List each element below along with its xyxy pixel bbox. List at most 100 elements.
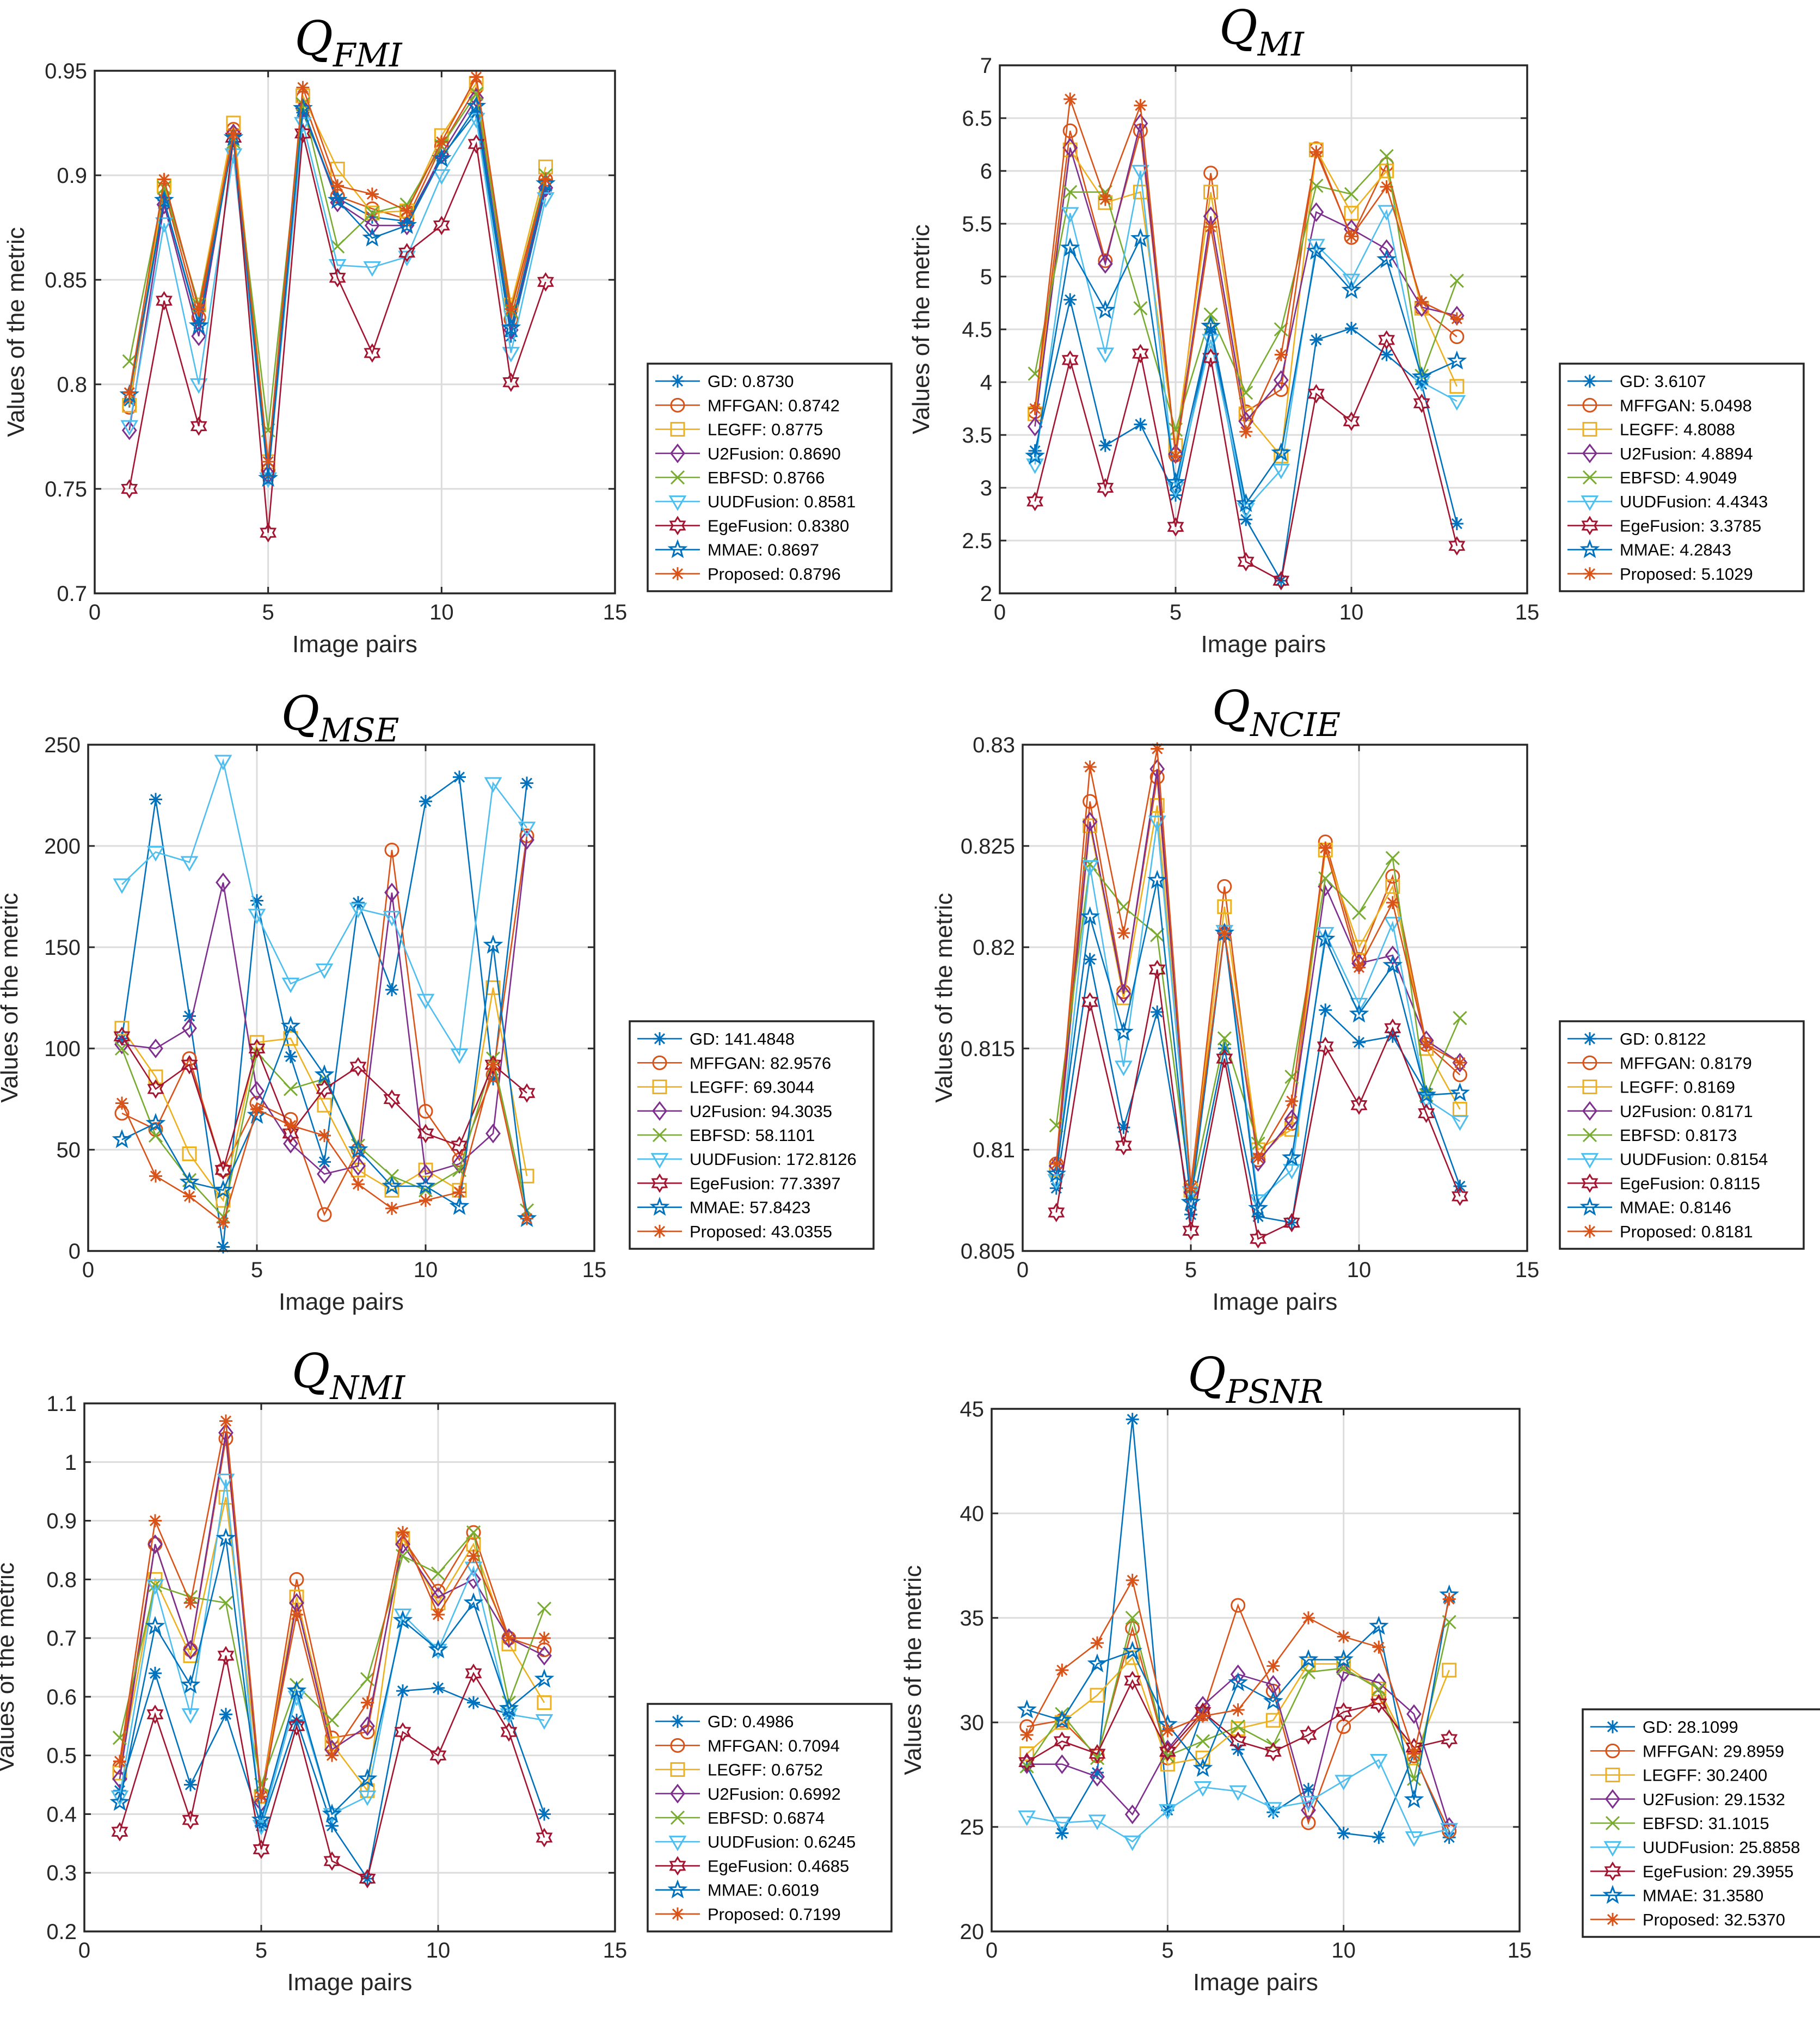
- y-tick-label: 0.7: [46, 1627, 77, 1651]
- x-tick-label: 0: [1017, 1258, 1029, 1282]
- data-point-gd: [149, 793, 162, 806]
- data-point-mffgan: [418, 1103, 433, 1119]
- data-point-u2fusion: [1301, 1800, 1316, 1820]
- data-point-gd: [1251, 1210, 1265, 1223]
- data-point-gd: [184, 1778, 197, 1792]
- chart-title-base: Q: [1219, 1, 1258, 55]
- data-point-mffgan: [1125, 1621, 1140, 1636]
- data-point-proposed: [502, 1631, 515, 1645]
- legend: GD: 0.8730 MFFGAN: 0.8742 LEGFF: 0.8775 U2F…: [647, 363, 893, 592]
- legend-marker: [668, 1836, 687, 1851]
- x-tick-label: 5: [1185, 1258, 1197, 1282]
- data-point-u2fusion: [1054, 1754, 1070, 1774]
- data-point-egefusion: [1202, 348, 1220, 368]
- y-tick-label: 3.5: [962, 424, 992, 447]
- data-point-proposed: [113, 1755, 126, 1768]
- legend-marker: [652, 1127, 667, 1143]
- legend-marker: [1603, 1841, 1622, 1857]
- data-point-uudfusion: [393, 1608, 412, 1624]
- data-point-proposed: [1028, 402, 1042, 415]
- legend-marker: [667, 539, 688, 559]
- data-point-legff: [1284, 1122, 1299, 1137]
- y-tick-label: 0.805: [961, 1240, 1015, 1263]
- data-point-proposed: [1020, 1728, 1034, 1742]
- data-point-proposed: [400, 204, 414, 218]
- y-tick-label: 0.82: [973, 936, 1015, 960]
- data-point-proposed: [1126, 1573, 1139, 1587]
- legend-entry: EBFSD: 0.6874: [708, 1808, 825, 1827]
- data-point-ebfsd: [1309, 179, 1324, 193]
- legend-entry: EBFSD: 31.1015: [1643, 1814, 1769, 1833]
- series-line-mffgan: [121, 836, 528, 1217]
- data-point-uudfusion: [535, 1714, 554, 1730]
- data-point-u2fusion: [452, 1154, 467, 1174]
- x-axis-label: Image pairs: [287, 1969, 413, 1996]
- data-point-mmae: [1333, 1649, 1354, 1669]
- data-point-gd: [149, 1666, 162, 1680]
- y-axis-label: Values of the metric: [908, 224, 934, 434]
- data-point-uudfusion: [1053, 1817, 1071, 1832]
- data-point-u2fusion: [1149, 759, 1165, 779]
- series-line-mmae: [119, 1538, 545, 1820]
- data-point-egefusion: [349, 1057, 367, 1077]
- series-egefusion: [121, 124, 554, 543]
- data-point-gd: [318, 1155, 331, 1169]
- y-tick-label: 35: [960, 1606, 985, 1630]
- legend-entry: Proposed: 0.8181: [1620, 1222, 1753, 1241]
- series-gd: [115, 770, 533, 1254]
- data-point-gd: [470, 106, 483, 119]
- data-point-mmae: [415, 1175, 436, 1195]
- legend-entry: UUDFusion: 25.8858: [1643, 1838, 1800, 1857]
- data-point-uudfusion: [120, 420, 139, 436]
- data-point-egefusion: [1335, 1702, 1352, 1722]
- legend-marker: [1602, 1885, 1623, 1904]
- data-point-egefusion: [1307, 384, 1325, 404]
- data-point-gd: [435, 150, 448, 163]
- y-tick-label: 3: [980, 476, 992, 500]
- x-tick-label: 15: [1515, 1258, 1540, 1282]
- data-point-u2fusion: [360, 1716, 375, 1736]
- data-point-u2fusion: [501, 1628, 517, 1648]
- data-point-proposed: [1231, 1703, 1245, 1716]
- data-point-egefusion: [1350, 1095, 1368, 1115]
- data-point-egefusion: [1048, 1203, 1065, 1223]
- data-point-gd: [487, 1072, 500, 1085]
- data-point-ebfsd: [1251, 1136, 1265, 1151]
- data-point-proposed: [255, 1790, 268, 1804]
- x-tick-label: 5: [262, 600, 274, 624]
- legend-marker: [1579, 1197, 1600, 1216]
- series-mmae: [1025, 228, 1467, 512]
- data-point-legff: [1379, 163, 1394, 179]
- legend-entry: UUDFusion: 172.8126: [690, 1150, 857, 1169]
- data-point-uudfusion: [1316, 927, 1335, 943]
- legend-entry: MFFGAN: 0.8179: [1620, 1053, 1752, 1072]
- data-point-egefusion: [1159, 1741, 1176, 1762]
- legend-entry: Proposed: 0.7199: [708, 1905, 841, 1924]
- legend-marker: [1583, 1032, 1596, 1046]
- data-point-uudfusion: [349, 903, 367, 918]
- data-point-egefusion: [1384, 1018, 1401, 1038]
- data-point-proposed: [284, 1119, 297, 1132]
- data-point-proposed: [1386, 896, 1399, 910]
- series-line-egefusion: [1026, 1679, 1450, 1763]
- x-tick-label: 10: [1331, 1939, 1356, 1962]
- plot-frame: [87, 744, 595, 1252]
- data-point-mmae: [362, 227, 383, 247]
- x-tick-label: 10: [1347, 1258, 1372, 1282]
- data-point-legff: [182, 1146, 197, 1161]
- data-point-proposed: [122, 386, 136, 400]
- data-point-egefusion: [1053, 1731, 1071, 1751]
- legend-marker: [1582, 422, 1597, 437]
- data-point-proposed: [1372, 1640, 1386, 1654]
- data-point-ebfsd: [1239, 385, 1253, 400]
- data-point-egefusion: [1418, 1103, 1435, 1123]
- data-point-legff: [485, 980, 501, 995]
- legend-entry: LEGFF: 4.8088: [1620, 420, 1735, 439]
- y-axis-label: Values of the metric: [931, 893, 957, 1103]
- data-point-mmae: [1130, 228, 1151, 247]
- data-point-legff: [1203, 185, 1219, 200]
- chart-panel-mi: 0 5 10 15 2 2.5 3 3.5 4 4.5 5 5.5 6 6.5 7 Image pairs Va…: [908, 1, 1805, 658]
- data-point-uudfusion: [1229, 1785, 1247, 1801]
- series-egefusion: [1018, 1671, 1458, 1772]
- data-point-mmae: [1450, 1082, 1470, 1102]
